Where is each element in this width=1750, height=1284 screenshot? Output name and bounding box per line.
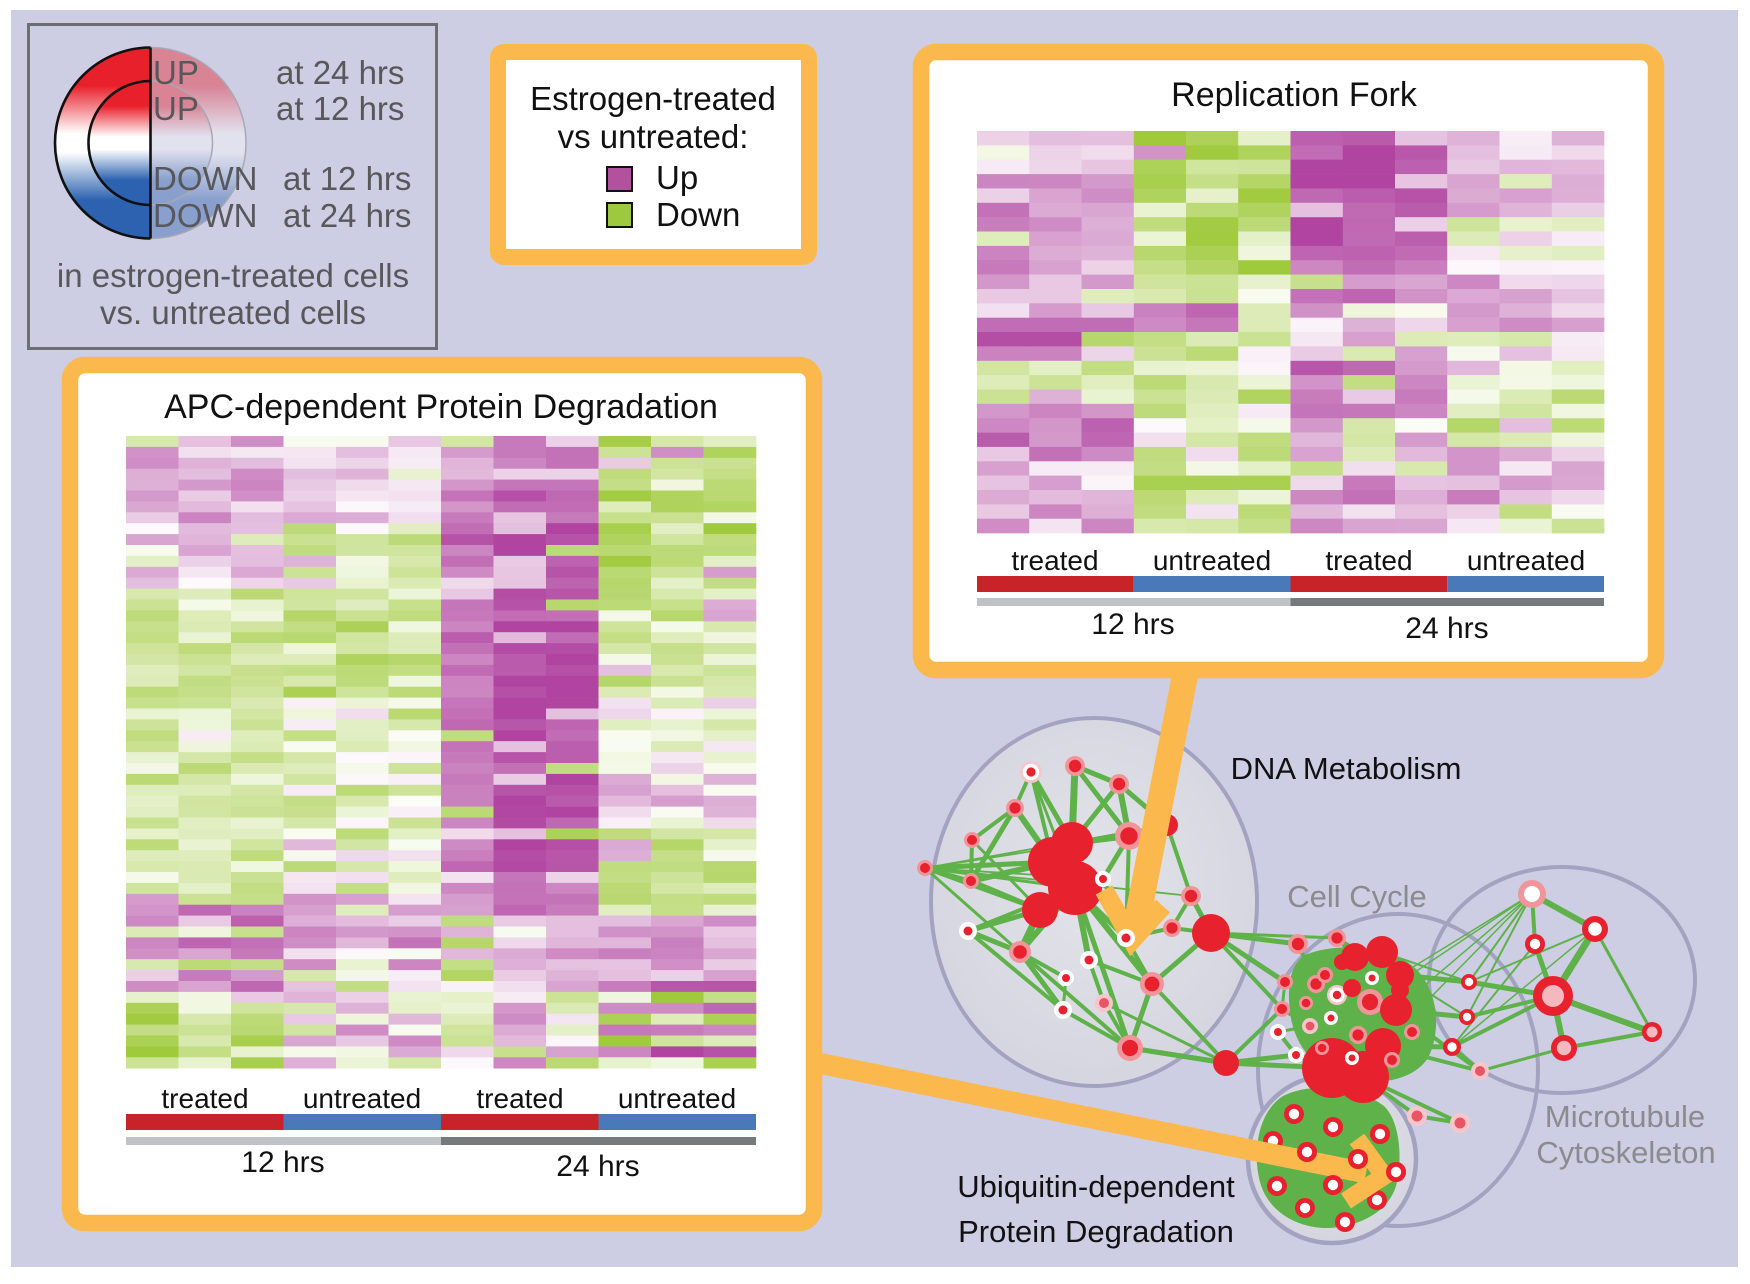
svg-text:24 hrs: 24 hrs xyxy=(1405,612,1488,645)
svg-text:APC-dependent Protein Degradat: APC-dependent Protein Degradation xyxy=(164,388,718,426)
svg-text:12 hrs: 12 hrs xyxy=(1091,608,1174,641)
svg-text:untreated: untreated xyxy=(303,1083,421,1114)
svg-text:DOWN: DOWN xyxy=(153,160,257,197)
svg-text:at 24 hrs: at 24 hrs xyxy=(283,197,411,234)
svg-text:untreated: untreated xyxy=(618,1083,736,1114)
svg-text:DNA Metabolism: DNA Metabolism xyxy=(1231,751,1462,786)
svg-text:untreated: untreated xyxy=(1153,545,1271,576)
svg-text:at 12 hrs: at 12 hrs xyxy=(276,90,404,127)
svg-text:Cytoskeleton: Cytoskeleton xyxy=(1536,1135,1715,1170)
svg-text:Up: Up xyxy=(656,159,698,196)
svg-text:treated: treated xyxy=(476,1083,563,1114)
svg-text:at 12 hrs: at 12 hrs xyxy=(283,160,411,197)
svg-text:untreated: untreated xyxy=(1467,545,1585,576)
svg-text:12 hrs: 12 hrs xyxy=(241,1146,324,1179)
svg-text:Microtubule: Microtubule xyxy=(1545,1099,1705,1134)
svg-text:DOWN: DOWN xyxy=(153,197,257,234)
svg-text:Estrogen-treated: Estrogen-treated xyxy=(530,80,776,117)
svg-text:at 24 hrs: at 24 hrs xyxy=(276,54,404,91)
svg-text:Replication Fork: Replication Fork xyxy=(1171,76,1418,114)
svg-text:24 hrs: 24 hrs xyxy=(556,1150,639,1183)
svg-text:Ubiquitin-dependent: Ubiquitin-dependent xyxy=(957,1169,1235,1204)
svg-text:treated: treated xyxy=(161,1083,248,1114)
svg-text:treated: treated xyxy=(1011,545,1098,576)
svg-text:treated: treated xyxy=(1325,545,1412,576)
svg-text:vs untreated:: vs untreated: xyxy=(558,118,749,155)
svg-text:UP: UP xyxy=(153,90,199,127)
svg-text:Down: Down xyxy=(656,196,740,233)
svg-text:Cell Cycle: Cell Cycle xyxy=(1287,879,1427,914)
svg-text:vs. untreated cells: vs. untreated cells xyxy=(100,294,366,331)
svg-text:UP: UP xyxy=(153,54,199,91)
svg-text:Protein Degradation: Protein Degradation xyxy=(958,1214,1234,1249)
svg-text:in estrogen-treated cells: in estrogen-treated cells xyxy=(57,257,409,294)
